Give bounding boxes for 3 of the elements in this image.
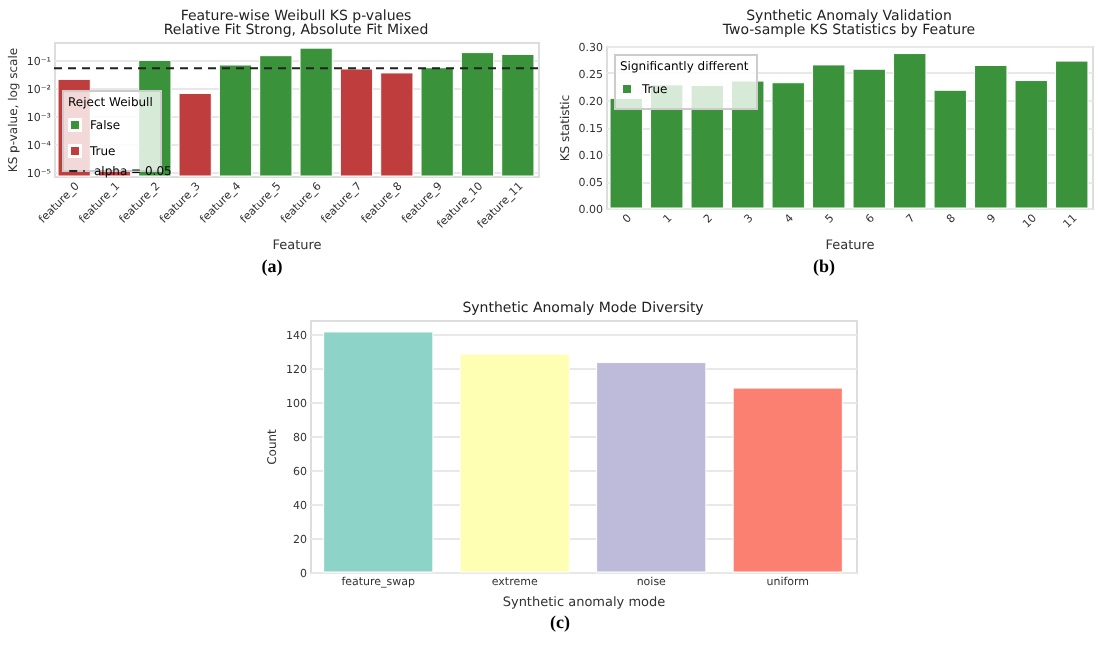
text: (c) [548, 612, 572, 632]
text: (a) [259, 256, 285, 276]
text: (b) [811, 256, 837, 276]
